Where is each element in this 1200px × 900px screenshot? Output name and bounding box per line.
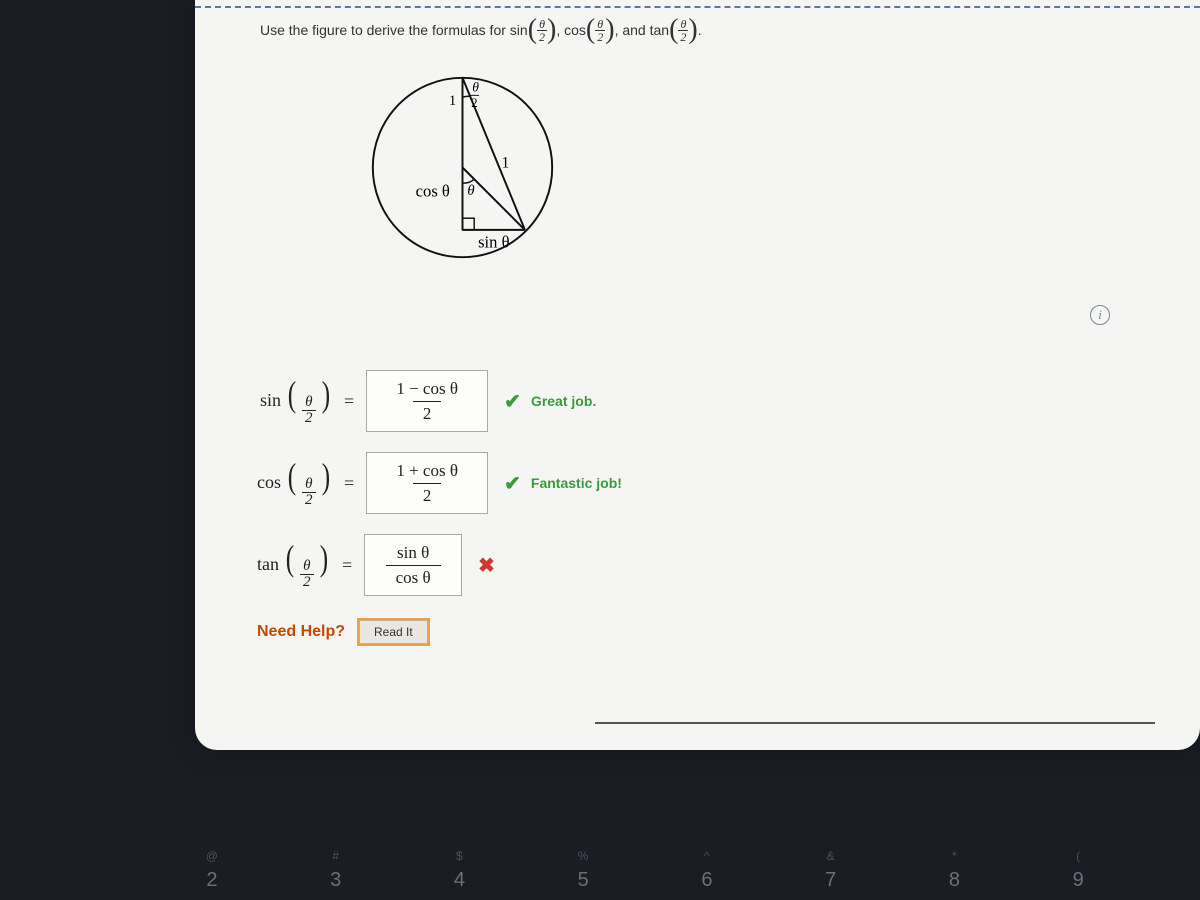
prompt-sep2: , and tan (615, 22, 670, 38)
keyboard-key: @2 (150, 849, 274, 892)
prompt-sep1: , cos (556, 22, 586, 38)
lhs-sin: sin ( θ2 ) (260, 376, 332, 426)
unit-circle-figure: 1 θ 2 1 cos θ θ sin θ (365, 70, 560, 265)
answer-input-tan[interactable]: sin θ cos θ (364, 534, 462, 596)
bottom-divider (595, 722, 1155, 724)
keyboard-row: @2#3$4%5^6&7*8(9 (0, 815, 1200, 900)
check-icon: ✔ (504, 389, 521, 414)
svg-text:2: 2 (471, 96, 477, 110)
equation-row-tan: tan ( θ2 ) = sin θ cos θ ✖ (257, 534, 495, 596)
lhs-tan: tan ( θ2 ) (257, 540, 330, 590)
equation-row-sin: sin ( θ2 ) = 1 − cos θ 2 ✔ Great job. (260, 370, 596, 432)
info-icon[interactable]: i (1090, 305, 1110, 325)
prompt-frac-cos: ( θ2 ) (586, 16, 615, 44)
keyboard-key: $4 (398, 849, 522, 892)
equation-row-cos: cos ( θ2 ) = 1 + cos θ 2 ✔ Fantastic job… (257, 452, 622, 514)
keyboard-key: &7 (769, 849, 893, 892)
lhs-cos: cos ( θ2 ) (257, 458, 332, 508)
need-help-label: Need Help? (257, 623, 345, 641)
feedback-text: Fantastic job! (531, 475, 622, 491)
read-it-button[interactable]: Read It (359, 620, 428, 644)
problem-panel: Use the figure to derive the formulas fo… (195, 0, 1200, 750)
question-prompt: Use the figure to derive the formulas fo… (260, 16, 702, 44)
need-help-row: Need Help? Read It (257, 620, 428, 644)
svg-text:1: 1 (449, 93, 456, 109)
prompt-frac-sin: ( θ2 ) (528, 16, 557, 44)
prompt-text: Use the figure to derive the formulas fo… (260, 22, 528, 38)
keyboard-key: *8 (893, 849, 1017, 892)
keyboard-key: ^6 (645, 849, 769, 892)
keyboard-key: %5 (521, 849, 645, 892)
svg-text:1: 1 (502, 155, 510, 172)
top-divider (195, 6, 1200, 8)
keyboard-key: #3 (274, 849, 398, 892)
svg-text:θ: θ (467, 183, 474, 199)
svg-text:θ: θ (472, 79, 479, 94)
answer-input-sin[interactable]: 1 − cos θ 2 (366, 370, 488, 432)
prompt-period: . (698, 22, 702, 38)
svg-text:cos θ: cos θ (416, 182, 450, 201)
svg-text:sin θ: sin θ (478, 232, 509, 251)
feedback-text: Great job. (531, 393, 596, 409)
check-icon: ✔ (504, 471, 521, 496)
x-icon: ✖ (478, 553, 495, 578)
keyboard-key: (9 (1016, 849, 1140, 892)
answer-input-cos[interactable]: 1 + cos θ 2 (366, 452, 488, 514)
prompt-frac-tan: ( θ2 ) (669, 16, 698, 44)
